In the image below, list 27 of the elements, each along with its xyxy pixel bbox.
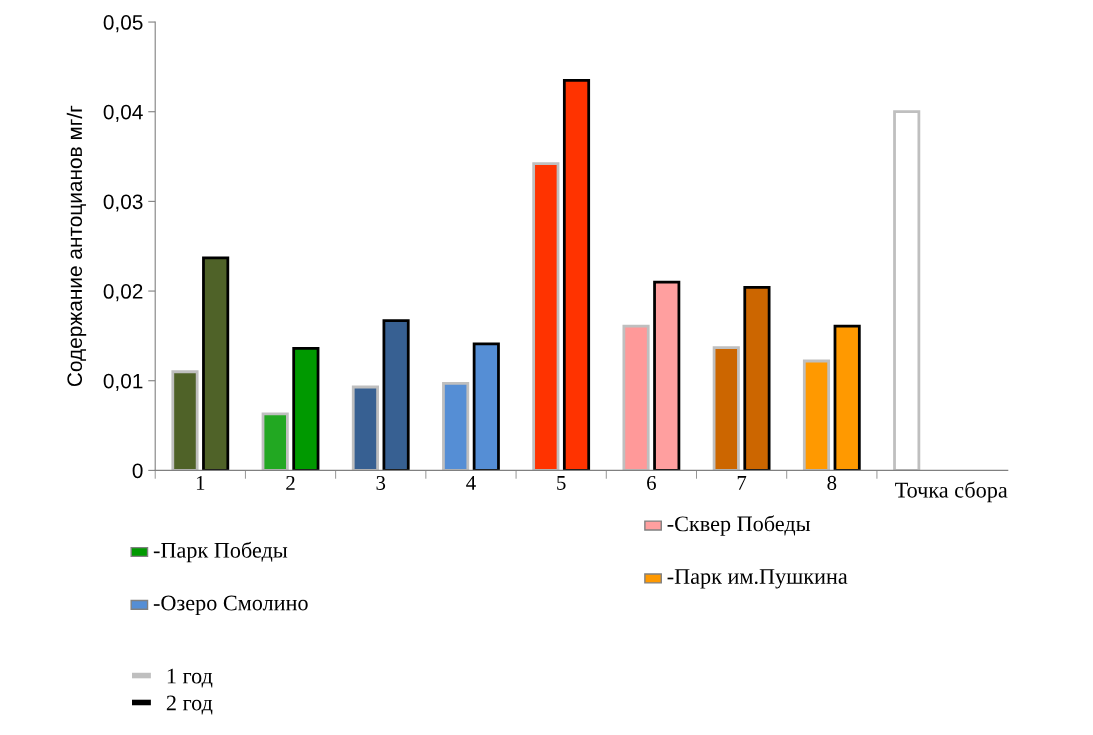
x-tick-label: 1 <box>196 475 205 490</box>
x-tick-label: 8 <box>827 475 837 490</box>
x-tick-label: 2 <box>286 475 295 490</box>
text: -Парк им.Пушкина <box>667 569 848 589</box>
legend-label: 2 год <box>166 695 213 715</box>
y-tick-label: 0,03 <box>103 194 143 212</box>
text: -Сквер Победы <box>667 515 811 536</box>
y-tick-label: 0 <box>132 463 143 479</box>
legend-label: 1 год <box>167 668 213 688</box>
x-axis-title: Точка сбора <box>895 481 1008 503</box>
y-tick-label: 0,05 <box>103 15 143 33</box>
bar <box>622 324 650 471</box>
x-tick-label: 4 <box>466 476 476 490</box>
bar <box>292 347 320 471</box>
y-tick-label: 0,04 <box>103 104 143 122</box>
y-axis-title: Содержание антоцианов мг/г <box>66 105 87 387</box>
text: -Озеро Смолино <box>153 595 308 615</box>
x-tick-label: 7 <box>737 476 747 490</box>
x-tick-label: 5 <box>557 476 566 490</box>
x-tick-label: 3 <box>376 475 386 490</box>
y-tick-label: 0,01 <box>103 373 143 391</box>
bar <box>653 280 681 471</box>
bar <box>261 412 289 471</box>
y-tick-label: 0,02 <box>103 284 143 302</box>
text: -Парк Победы <box>153 541 288 563</box>
x-tick-label: 6 <box>647 475 656 490</box>
bar <box>893 110 921 471</box>
